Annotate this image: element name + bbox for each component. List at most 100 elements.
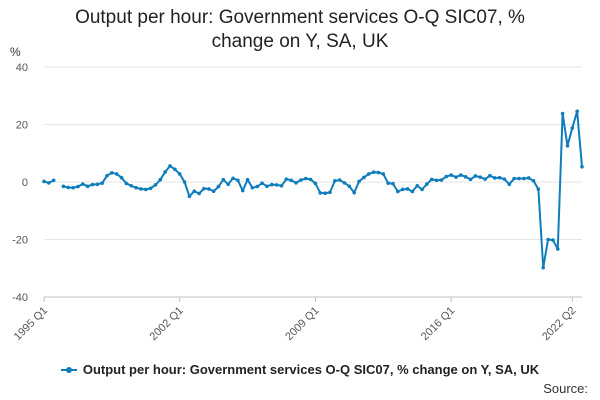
data-point[interactable] (66, 185, 71, 190)
data-point[interactable] (51, 178, 56, 183)
data-point[interactable] (211, 189, 216, 193)
data-point[interactable] (575, 109, 579, 114)
data-point[interactable] (110, 171, 114, 175)
data-point[interactable] (400, 187, 405, 192)
data-point[interactable] (274, 183, 279, 187)
data-point[interactable] (177, 172, 182, 176)
data-point[interactable] (143, 187, 148, 192)
data-point[interactable] (299, 178, 303, 182)
data-point[interactable] (396, 189, 400, 194)
data-point[interactable] (512, 176, 516, 181)
data-point[interactable] (226, 182, 230, 187)
data-point[interactable] (182, 180, 187, 184)
data-point[interactable] (565, 143, 570, 148)
data-point[interactable] (163, 170, 167, 174)
data-point[interactable] (114, 172, 119, 176)
data-point[interactable] (386, 181, 390, 185)
data-point[interactable] (80, 182, 85, 186)
data-point[interactable] (531, 179, 536, 183)
data-point[interactable] (231, 176, 235, 181)
data-point[interactable] (488, 173, 492, 178)
data-point[interactable] (439, 178, 444, 182)
data-point[interactable] (303, 176, 308, 181)
data-point[interactable] (202, 186, 206, 191)
data-point[interactable] (192, 189, 197, 193)
data-point[interactable] (449, 173, 453, 177)
data-point[interactable] (454, 175, 458, 179)
data-point[interactable] (119, 175, 124, 180)
data-point[interactable] (250, 185, 255, 190)
data-point[interactable] (333, 179, 337, 183)
data-point[interactable] (463, 175, 468, 179)
data-point[interactable] (90, 182, 95, 187)
data-point[interactable] (342, 181, 347, 185)
data-point[interactable] (371, 170, 376, 175)
data-point[interactable] (337, 178, 342, 182)
data-point[interactable] (478, 175, 483, 179)
data-point[interactable] (376, 170, 381, 175)
data-point[interactable] (187, 194, 192, 199)
data-point[interactable] (134, 185, 138, 190)
data-point[interactable] (85, 184, 90, 189)
data-point[interactable] (580, 164, 584, 169)
data-point[interactable] (497, 175, 502, 180)
data-point[interactable] (410, 189, 415, 194)
data-point[interactable] (95, 182, 100, 187)
data-point[interactable] (507, 182, 512, 187)
data-point[interactable] (158, 177, 163, 182)
data-point[interactable] (502, 177, 507, 181)
data-point[interactable] (216, 184, 221, 189)
data-point[interactable] (124, 181, 129, 186)
data-point[interactable] (444, 174, 449, 179)
data-point[interactable] (366, 172, 371, 176)
data-point[interactable] (221, 177, 226, 182)
data-point[interactable] (153, 183, 158, 187)
data-point[interactable] (381, 172, 386, 176)
data-point[interactable] (148, 186, 153, 191)
data-point[interactable] (265, 184, 269, 189)
data-point[interactable] (357, 179, 361, 184)
data-point[interactable] (425, 182, 429, 186)
data-point[interactable] (541, 265, 546, 270)
data-point[interactable] (289, 178, 293, 183)
data-point[interactable] (323, 191, 327, 196)
data-point[interactable] (100, 181, 104, 185)
data-point[interactable] (270, 182, 274, 187)
data-point[interactable] (308, 177, 313, 182)
data-point[interactable] (555, 247, 560, 251)
data-point[interactable] (260, 181, 264, 185)
data-point[interactable] (313, 181, 318, 186)
data-point[interactable] (546, 237, 550, 242)
data-point[interactable] (483, 177, 487, 181)
data-point[interactable] (420, 187, 424, 192)
data-point[interactable] (492, 176, 497, 180)
data-point[interactable] (560, 111, 565, 116)
data-point[interactable] (129, 183, 134, 188)
data-point[interactable] (61, 184, 66, 189)
data-point[interactable] (347, 184, 352, 189)
data-point[interactable] (236, 178, 240, 183)
data-point[interactable] (570, 126, 575, 130)
data-point[interactable] (429, 177, 434, 182)
data-point[interactable] (294, 181, 298, 185)
data-point[interactable] (284, 177, 289, 181)
data-point[interactable] (240, 188, 245, 193)
data-point[interactable] (468, 177, 473, 182)
data-point[interactable] (42, 179, 46, 184)
data-point[interactable] (551, 238, 555, 242)
data-point[interactable] (47, 181, 51, 185)
data-point[interactable] (391, 181, 395, 186)
data-point[interactable] (76, 184, 80, 189)
data-point[interactable] (139, 187, 143, 191)
data-point[interactable] (517, 176, 521, 181)
data-point[interactable] (362, 175, 366, 180)
data-point[interactable] (434, 178, 439, 183)
data-point[interactable] (352, 190, 356, 195)
data-point[interactable] (71, 185, 75, 190)
data-point[interactable] (459, 173, 463, 177)
data-point[interactable] (328, 190, 332, 195)
legend[interactable]: Output per hour: Government services O-Q… (0, 362, 600, 378)
data-point[interactable] (206, 187, 211, 191)
data-point[interactable] (279, 183, 284, 188)
data-point[interactable] (405, 187, 410, 191)
